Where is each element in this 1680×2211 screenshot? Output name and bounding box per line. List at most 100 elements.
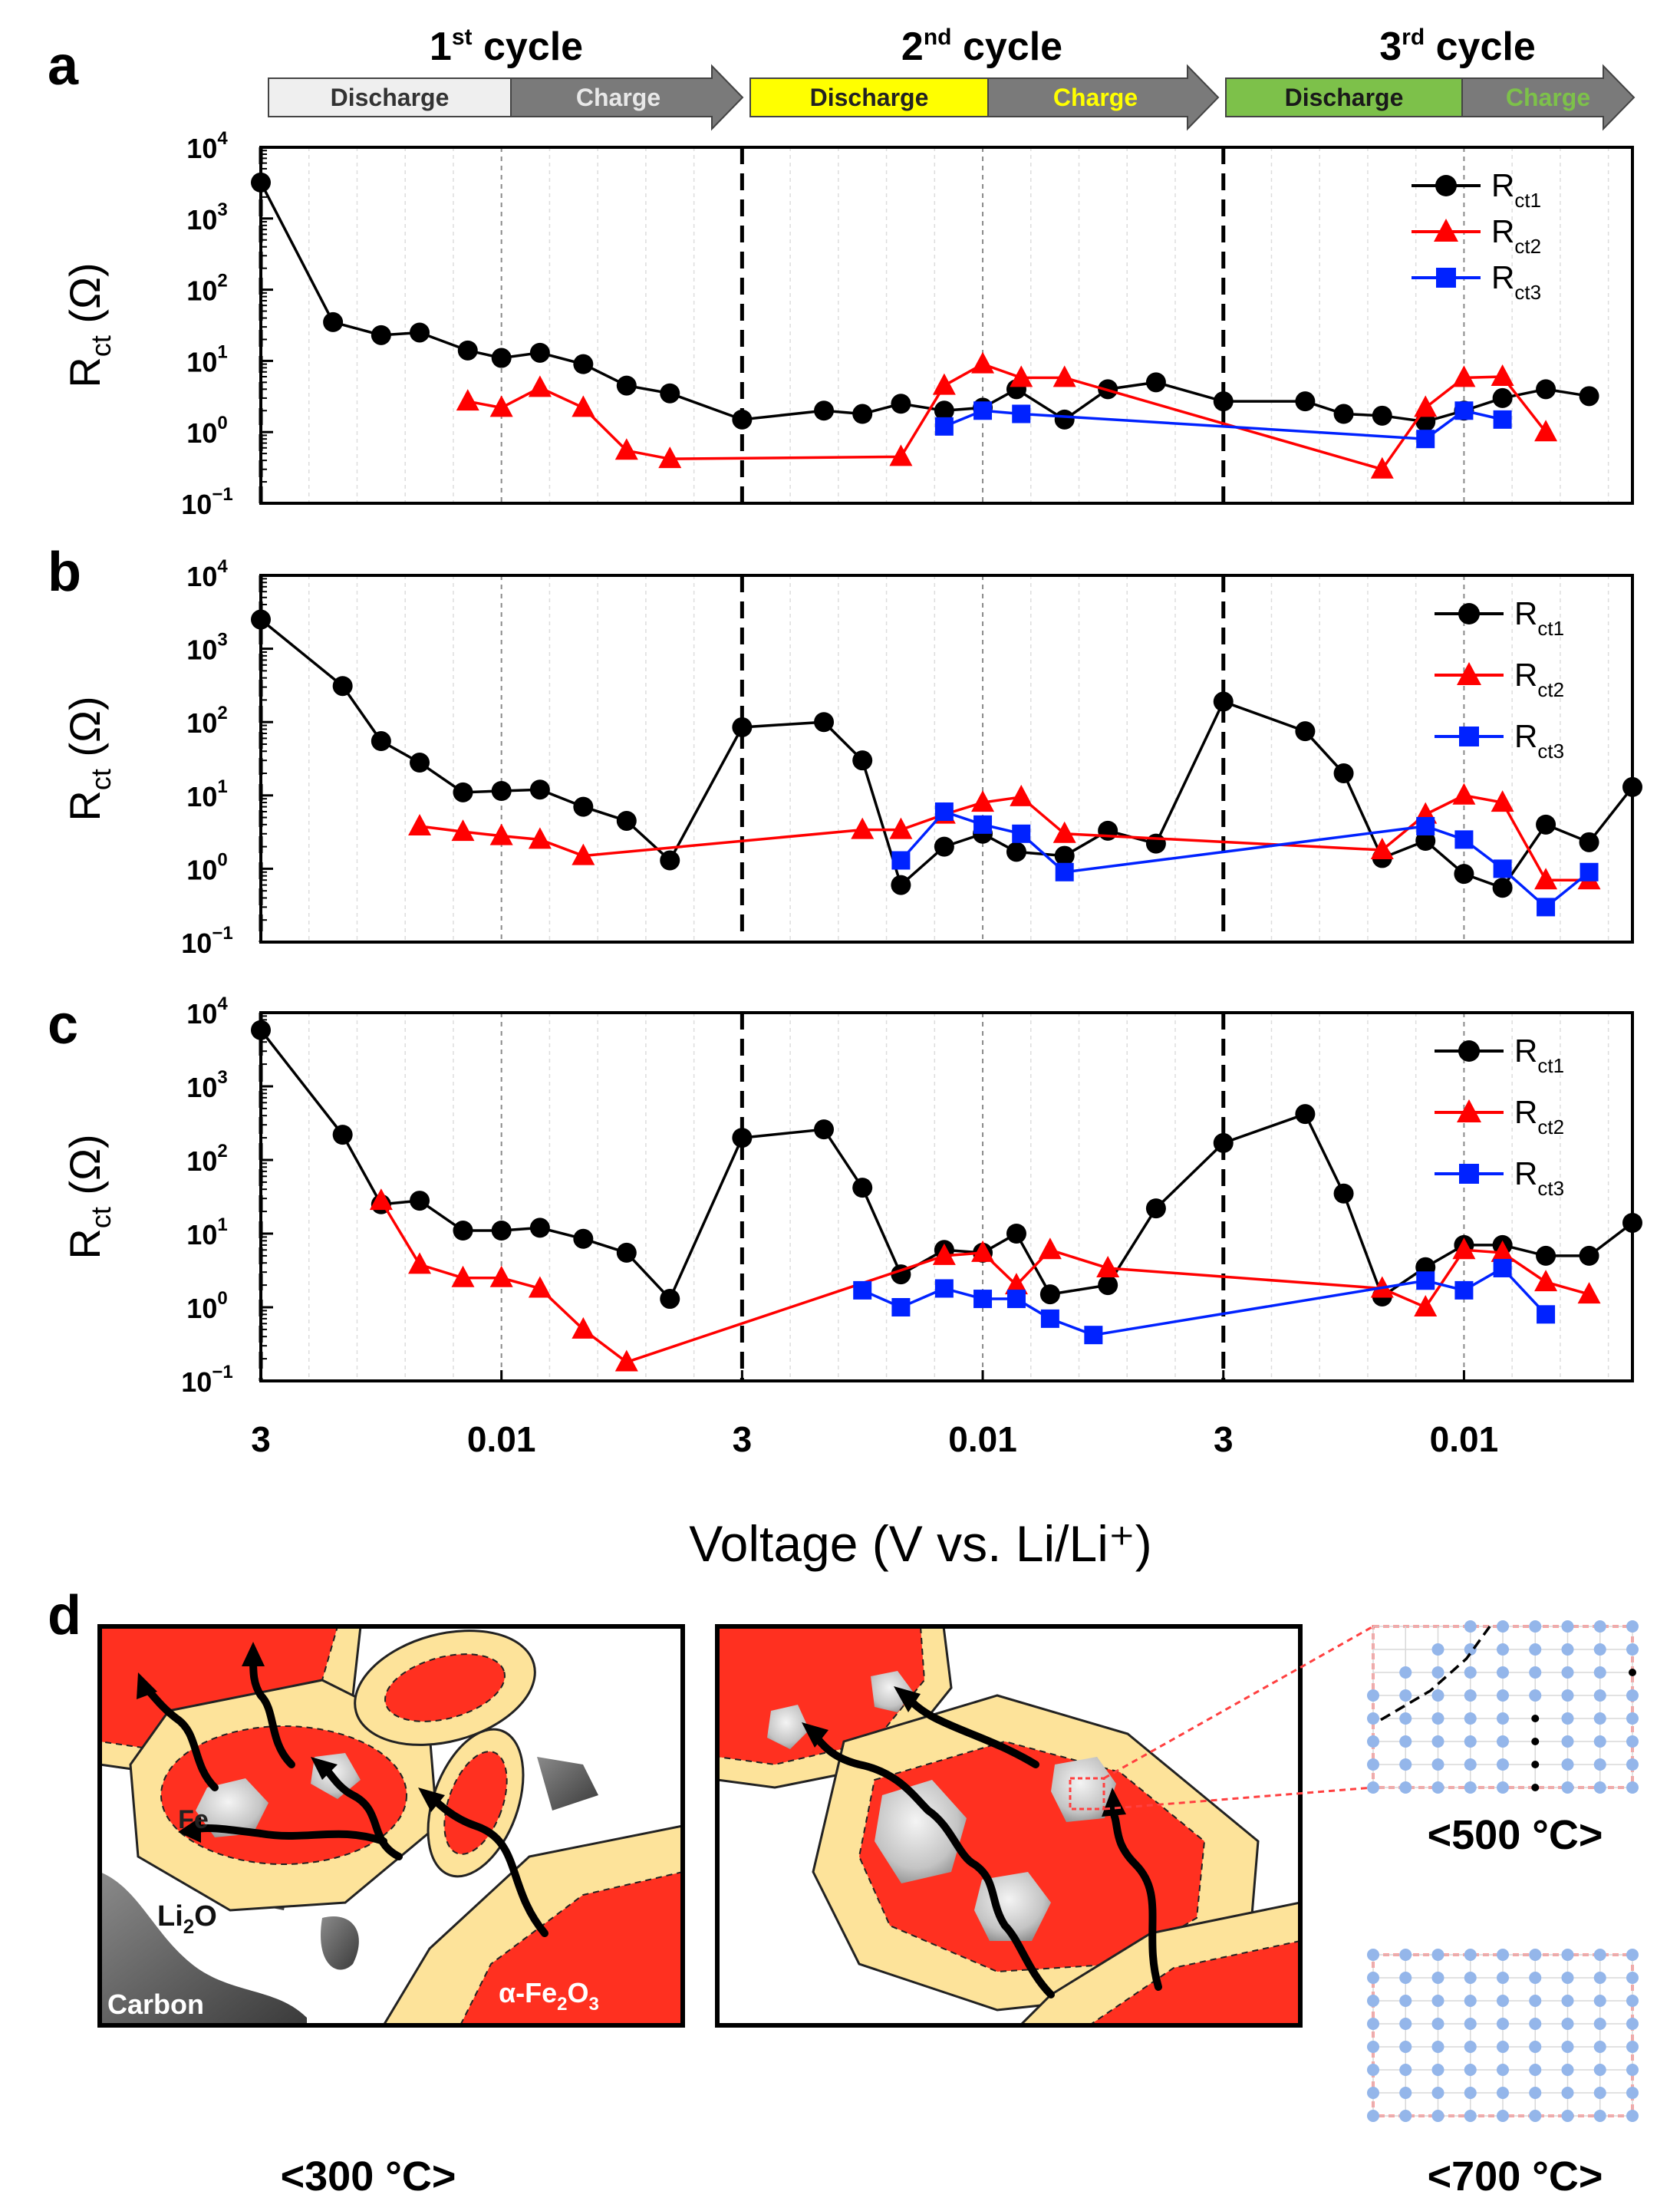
cycle-1-discharge-label: Discharge (331, 84, 450, 111)
data-point (932, 1243, 956, 1265)
y-axis-title: Rct (Ω) (61, 696, 117, 821)
lattice-atom (1561, 1972, 1574, 1984)
lattice-defect-atom (1531, 1784, 1540, 1791)
data-point (616, 375, 637, 396)
fe-label: Fe (178, 1805, 209, 1834)
cycle-2-discharge-label: Discharge (810, 84, 929, 111)
lattice-atom (1593, 1712, 1606, 1725)
lattice-atom (1497, 1666, 1509, 1679)
lattice-atom (1367, 2018, 1379, 2030)
zoom-region-marker (1069, 1777, 1105, 1811)
lattice-atom (1497, 1949, 1509, 1961)
lattice-atom (1399, 2018, 1412, 2030)
lattice-atom (1497, 1781, 1509, 1794)
series-rct1 (251, 609, 1642, 898)
temperature-label-300C: <300 °C> (281, 2153, 456, 2199)
y-tick-label: 103 (186, 630, 227, 666)
diffusion-arrows (142, 1653, 548, 1937)
grain-boundary (1380, 1625, 1491, 1722)
lattice-atom (1367, 1758, 1379, 1771)
data-point (851, 817, 875, 839)
lattice-atom (1399, 1781, 1412, 1794)
cycle-2-discharge-box (749, 77, 989, 117)
data-point (456, 389, 479, 411)
lattice-atom (1593, 2110, 1606, 2122)
data-point (1454, 1280, 1474, 1300)
series-line-rct2 (380, 1200, 1590, 1364)
data-point (1492, 387, 1513, 408)
data-point (489, 1265, 513, 1287)
lattice-atom (1497, 1620, 1509, 1633)
data-point (573, 354, 594, 374)
series-line-rct1 (259, 182, 1589, 423)
y-tick-label: 103 (186, 199, 227, 236)
lattice-atom (1431, 1949, 1444, 1961)
lattice-atom (1464, 1689, 1477, 1702)
lattice-atom (1497, 2041, 1509, 2053)
lattice-defect-atom (1629, 1669, 1636, 1676)
data-point (572, 1316, 595, 1339)
data-point (660, 1289, 680, 1310)
lattice-atom (1593, 1949, 1606, 1961)
lattice-atom (1464, 1666, 1477, 1679)
data-point (251, 1020, 271, 1040)
y-tick-label: 103 (186, 1067, 227, 1103)
zoom-connector (1103, 1786, 1374, 1811)
lattice-atom (1626, 1758, 1639, 1771)
carbon-blob (537, 1757, 598, 1811)
data-point (973, 401, 993, 420)
data-point (1622, 776, 1642, 797)
plot-frame (259, 1011, 1634, 1382)
diffusion-arrowheads (137, 1642, 445, 1843)
data-point (572, 395, 595, 417)
legend-marker (1459, 727, 1479, 746)
data-point (1333, 763, 1354, 784)
data-point (1493, 859, 1512, 878)
data-point (814, 712, 835, 733)
diffusion-arrows (809, 1692, 1162, 1998)
legend-label: Rct1 (1491, 167, 1541, 212)
fe-nanoparticle (196, 1778, 268, 1837)
legend-marker (1458, 603, 1480, 624)
y-tick-label: 100 (186, 413, 227, 449)
lattice-atom (1367, 1689, 1379, 1702)
y-tick-label: 104 (186, 556, 228, 592)
data-point (1054, 409, 1075, 430)
lattice-atom (1626, 2064, 1639, 2076)
y-tick-label: 100 (186, 849, 227, 885)
data-point (489, 395, 513, 417)
lattice-atom (1529, 1620, 1542, 1633)
li2o-label: Li2O (157, 1900, 217, 1938)
lattice-atom (1367, 1949, 1379, 1961)
lattice-atom (1593, 2087, 1606, 2099)
data-point (1010, 365, 1033, 387)
data-point (1491, 790, 1514, 812)
y-tick-label: 101 (186, 776, 227, 812)
lattice-atom (1626, 1972, 1639, 1984)
lattice-atom (1593, 2041, 1606, 2053)
lattice-atom (1431, 1781, 1444, 1794)
lattice-atom (1561, 2064, 1574, 2076)
data-point (1534, 420, 1558, 442)
lattice-defect-atom (1531, 1761, 1540, 1768)
data-point (971, 790, 995, 812)
cycle-1-charge-label: Charge (576, 84, 660, 111)
data-point (660, 383, 680, 404)
data-point (451, 819, 475, 842)
y-tick-label: 102 (186, 1141, 227, 1177)
data-point (1012, 824, 1031, 843)
data-point (453, 1221, 473, 1241)
lattice-atom (1431, 2041, 1444, 2053)
data-point (1055, 862, 1074, 881)
data-point (934, 802, 954, 822)
lattice-atom (1431, 1666, 1444, 1679)
data-point (616, 810, 637, 831)
legend-label: Rct2 (1491, 213, 1541, 258)
data-point (371, 325, 391, 345)
data-point (572, 843, 595, 865)
data-point (732, 1128, 753, 1148)
lattice-atom (1464, 1758, 1477, 1771)
y-axis-title: Rct (Ω) (61, 262, 117, 387)
lattice-atom (1367, 2064, 1379, 2076)
data-point (1491, 364, 1514, 386)
